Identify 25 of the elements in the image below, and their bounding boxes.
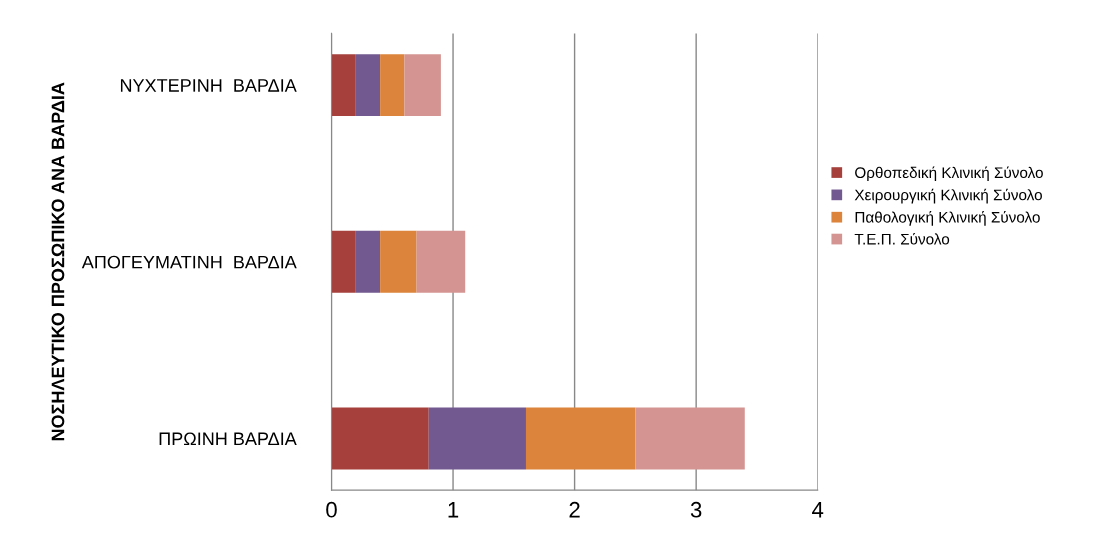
- bar: [428, 407, 526, 470]
- bar: [331, 54, 356, 117]
- bar: [380, 230, 417, 293]
- y-tick-label: ΝΥΧΤΕΡΙΝΗ ΒΑΡΔΙΑ: [120, 79, 297, 92]
- bar: [380, 54, 405, 117]
- bar: [525, 407, 636, 470]
- bar: [355, 230, 381, 293]
- bar: [355, 54, 381, 117]
- bar: [416, 230, 466, 293]
- legend-label: Ορθοπεδική Κλινική Σύνολο: [855, 166, 1043, 182]
- legend-label: Παθολογική Κλινική Σύνολο: [855, 211, 1040, 226]
- bar: [635, 407, 745, 470]
- x-tick-label: 0: [326, 501, 337, 518]
- y-axis-title: ΝΟΣΗΛΕΥΤΙΚΟ ΠΡΟΣΩΠΙΚΟ ΑΝΑ ΒΑΡΔΙΑ: [51, 82, 65, 441]
- x-tick-label: 2: [569, 501, 580, 518]
- x-tick-label: 3: [690, 501, 702, 518]
- bar: [331, 230, 356, 293]
- bar: [331, 407, 429, 470]
- x-tick-label: 1: [448, 502, 459, 518]
- bar: [404, 54, 441, 117]
- legend-label: Χειρουργική Κλινική Σύνολο: [854, 188, 1042, 204]
- y-tick-label: ΠΡΩΙΝΗ ΒΑΡΔΙΑ: [159, 432, 297, 446]
- legend-label: Τ.Ε.Π. Σύνολο: [854, 232, 950, 245]
- y-tick-label: ΑΠΟΓΕΥΜΑΤΙΝΗ ΒΑΡΔΙΑ: [81, 255, 297, 269]
- x-tick-label: 4: [812, 502, 824, 518]
